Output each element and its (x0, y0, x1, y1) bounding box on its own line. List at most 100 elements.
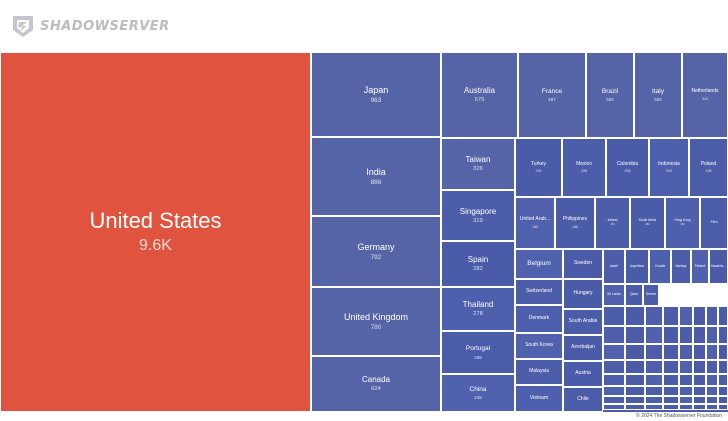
treemap-cell-vietnam[interactable]: Vietnam (515, 385, 563, 412)
treemap-small-cell[interactable] (663, 374, 679, 386)
treemap-cell-ireland[interactable]: Ireland 184 (595, 197, 630, 249)
treemap-cell-brazil[interactable]: Brazil 365 (586, 52, 634, 138)
treemap-cell-chile[interactable]: Chile (563, 387, 603, 412)
treemap-small-cell[interactable] (663, 306, 679, 326)
treemap-small-cell[interactable] (693, 306, 706, 326)
treemap-cell-italy[interactable]: Italy 355 (634, 52, 682, 138)
treemap-small-cell[interactable] (603, 306, 625, 326)
treemap-cell-argentina[interactable]: Argentina (625, 249, 649, 284)
treemap-cell-indonesia[interactable]: Indonesia 204 (649, 138, 689, 197)
treemap-cell-switzerland[interactable]: Switzerland (515, 279, 563, 305)
treemap-small-cell[interactable] (706, 306, 718, 326)
treemap-cell-malaysia[interactable]: Malaysia (515, 359, 563, 385)
treemap-small-cell[interactable] (693, 396, 706, 404)
brand-logo[interactable]: SHADOWSERVER (10, 12, 170, 40)
treemap-small-cell[interactable] (706, 396, 718, 404)
treemap-small-cell[interactable] (679, 386, 693, 396)
treemap-small-cell[interactable] (663, 326, 679, 344)
treemap-cell-finland[interactable]: Finland (691, 249, 709, 284)
treemap-small-cell[interactable] (625, 344, 645, 360)
treemap-small-cell[interactable] (625, 306, 645, 326)
treemap-cell-belgium[interactable]: Belgium (515, 249, 563, 279)
treemap-cell-germany[interactable]: Germany 792 (311, 216, 441, 287)
treemap-small-cell[interactable] (663, 344, 679, 360)
treemap-cell-south-africa[interactable]: South Africa 182 (630, 197, 665, 249)
treemap-small-cell[interactable] (718, 344, 728, 360)
treemap-small-cell[interactable] (706, 404, 718, 410)
treemap-small-cell[interactable] (603, 404, 625, 410)
treemap-small-cell[interactable] (645, 360, 663, 374)
treemap-cell-qatar[interactable]: Qatar (625, 284, 643, 306)
treemap-cell-thailand[interactable]: Thailand 278 (441, 287, 515, 331)
treemap-small-cell[interactable] (679, 374, 693, 386)
treemap-small-cell[interactable] (645, 374, 663, 386)
treemap-cell-peru[interactable]: Peru (700, 197, 728, 249)
treemap-cell-turkey[interactable]: Turkey 234 (515, 138, 562, 197)
treemap-small-cell[interactable] (603, 326, 625, 344)
treemap-cell-south-korea[interactable]: South Korea (515, 333, 563, 359)
treemap-cell-greece[interactable]: Greece (643, 284, 659, 306)
treemap-small-cell[interactable] (718, 396, 728, 404)
treemap-cell-mexico[interactable]: Mexico 226 (562, 138, 606, 197)
treemap-small-cell[interactable] (679, 326, 693, 344)
treemap-cell-norway[interactable]: Norway (671, 249, 691, 284)
treemap-small-cell[interactable] (693, 404, 706, 410)
treemap-small-cell[interactable] (625, 386, 645, 396)
treemap-cell-kazakhs[interactable]: Kazakhs... (709, 249, 728, 284)
treemap-cell-canada[interactable]: Canada 624 (311, 356, 441, 412)
treemap-small-cell[interactable] (718, 360, 728, 374)
treemap-cell-china[interactable]: China 245 (441, 374, 515, 412)
treemap-small-cell[interactable] (718, 386, 728, 396)
treemap-small-cell[interactable] (693, 374, 706, 386)
treemap-cell-austria[interactable]: Austria (563, 361, 603, 387)
treemap-small-cell[interactable] (679, 344, 693, 360)
treemap-cell-australia[interactable]: Australia 579 (441, 52, 518, 138)
treemap-small-cell[interactable] (645, 396, 663, 404)
treemap-small-cell[interactable] (625, 326, 645, 344)
treemap-cell-taiwan[interactable]: Taiwan 326 (441, 138, 515, 190)
treemap-small-cell[interactable] (645, 404, 663, 410)
treemap-cell-hungary[interactable]: Hungary (563, 279, 603, 309)
treemap-cell-croatia[interactable]: Croatia (649, 249, 671, 284)
treemap-small-cell[interactable] (603, 344, 625, 360)
treemap-small-cell[interactable] (645, 386, 663, 396)
treemap-small-cell[interactable] (663, 396, 679, 404)
treemap-cell-portugal[interactable]: Portugal 268 (441, 331, 515, 374)
treemap-cell-united-states[interactable]: United States 9.6K (0, 52, 311, 412)
treemap-cell-philippines[interactable]: Philippines 186 (555, 197, 595, 249)
treemap-small-cell[interactable] (663, 386, 679, 396)
treemap-small-cell[interactable] (706, 386, 718, 396)
treemap-cell-denmark[interactable]: Denmark (515, 305, 563, 333)
treemap-small-cell[interactable] (693, 326, 706, 344)
treemap-small-cell[interactable] (603, 396, 625, 404)
treemap-small-cell[interactable] (706, 326, 718, 344)
treemap-small-cell[interactable] (706, 360, 718, 374)
treemap-small-cell[interactable] (625, 396, 645, 404)
treemap-small-cell[interactable] (718, 326, 728, 344)
treemap-small-cell[interactable] (718, 374, 728, 386)
treemap-cell-united-arab[interactable]: United Arab... 180 (515, 197, 555, 249)
treemap-small-cell[interactable] (645, 306, 663, 326)
treemap-small-cell[interactable] (663, 404, 679, 410)
treemap-small-cell[interactable] (718, 306, 728, 326)
treemap-small-cell[interactable] (625, 404, 645, 410)
treemap-small-cell[interactable] (625, 374, 645, 386)
treemap-small-cell[interactable] (693, 344, 706, 360)
treemap-cell-azerbaijan[interactable]: Azerbaijan (563, 335, 603, 361)
treemap-cell-israel[interactable]: Israel (603, 249, 625, 284)
treemap-small-cell[interactable] (706, 374, 718, 386)
treemap-small-cell[interactable] (706, 344, 718, 360)
treemap-cell-sri-lanka[interactable]: Sri Lanka (603, 284, 625, 306)
treemap-small-cell[interactable] (603, 386, 625, 396)
treemap-cell-japan[interactable]: Japan 963 (311, 52, 441, 137)
treemap-small-cell[interactable] (679, 404, 693, 410)
treemap-cell-france[interactable]: France 497 (518, 52, 586, 138)
treemap-cell-singapore[interactable]: Singapore 319 (441, 190, 515, 241)
treemap-small-cell[interactable] (663, 360, 679, 374)
treemap-cell-poland[interactable]: Poland 198 (689, 138, 728, 197)
treemap-cell-spain[interactable]: Spain 282 (441, 241, 515, 287)
treemap-small-cell[interactable] (645, 344, 663, 360)
treemap-small-cell[interactable] (718, 404, 728, 410)
treemap-small-cell[interactable] (679, 360, 693, 374)
treemap-small-cell[interactable] (603, 360, 625, 374)
